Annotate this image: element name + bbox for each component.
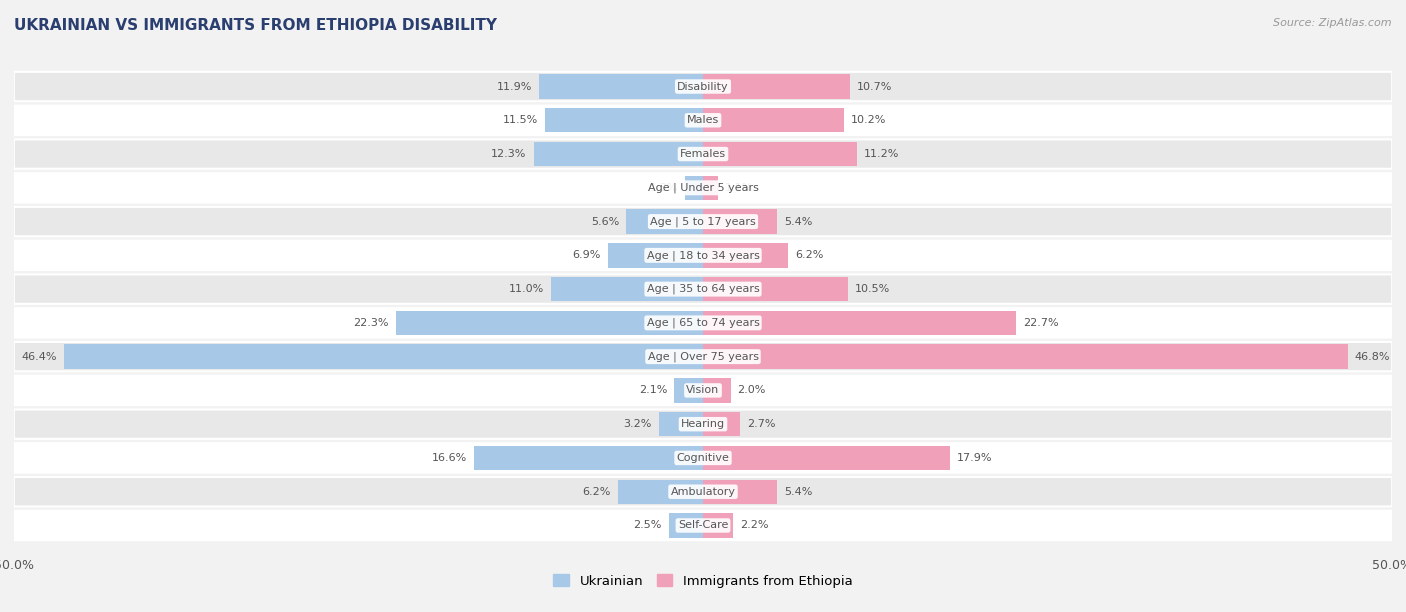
FancyBboxPatch shape — [14, 376, 1392, 405]
Bar — [703, 378, 731, 403]
Text: 2.5%: 2.5% — [633, 520, 662, 531]
Text: 5.4%: 5.4% — [785, 217, 813, 226]
Text: 2.1%: 2.1% — [638, 386, 668, 395]
Text: 10.2%: 10.2% — [851, 115, 886, 125]
Text: 1.1%: 1.1% — [725, 183, 754, 193]
Text: 22.7%: 22.7% — [1022, 318, 1059, 328]
Text: 5.6%: 5.6% — [591, 217, 619, 226]
Text: 46.4%: 46.4% — [21, 352, 56, 362]
Bar — [551, 277, 703, 301]
Bar — [395, 311, 703, 335]
Text: 16.6%: 16.6% — [432, 453, 467, 463]
Text: Age | Under 5 years: Age | Under 5 years — [648, 182, 758, 193]
Text: 3.2%: 3.2% — [624, 419, 652, 429]
Text: 12.3%: 12.3% — [491, 149, 527, 159]
FancyBboxPatch shape — [14, 409, 1392, 439]
Bar — [533, 142, 703, 166]
Text: Males: Males — [688, 115, 718, 125]
Text: 2.7%: 2.7% — [747, 419, 776, 429]
FancyBboxPatch shape — [14, 173, 1392, 203]
FancyBboxPatch shape — [14, 207, 1392, 236]
Bar — [63, 345, 703, 369]
Bar — [626, 209, 703, 234]
FancyBboxPatch shape — [14, 443, 1392, 472]
Text: 11.2%: 11.2% — [865, 149, 900, 159]
Text: Age | 18 to 34 years: Age | 18 to 34 years — [647, 250, 759, 261]
Text: 6.2%: 6.2% — [582, 487, 610, 497]
Text: 6.2%: 6.2% — [796, 250, 824, 260]
Text: Self-Care: Self-Care — [678, 520, 728, 531]
Text: Age | 5 to 17 years: Age | 5 to 17 years — [650, 216, 756, 227]
Text: Disability: Disability — [678, 81, 728, 92]
Bar — [617, 480, 703, 504]
Text: UKRAINIAN VS IMMIGRANTS FROM ETHIOPIA DISABILITY: UKRAINIAN VS IMMIGRANTS FROM ETHIOPIA DI… — [14, 18, 498, 34]
Bar — [544, 108, 703, 132]
Bar — [703, 345, 1348, 369]
Text: Cognitive: Cognitive — [676, 453, 730, 463]
Bar — [703, 277, 848, 301]
Bar — [703, 108, 844, 132]
Text: Ambulatory: Ambulatory — [671, 487, 735, 497]
Bar — [607, 243, 703, 267]
FancyBboxPatch shape — [14, 241, 1392, 270]
Text: 11.0%: 11.0% — [509, 284, 544, 294]
Bar — [703, 75, 851, 99]
Bar — [703, 480, 778, 504]
Bar — [703, 311, 1015, 335]
Text: 6.9%: 6.9% — [572, 250, 600, 260]
Text: Females: Females — [681, 149, 725, 159]
FancyBboxPatch shape — [14, 106, 1392, 135]
Text: Hearing: Hearing — [681, 419, 725, 429]
Text: Source: ZipAtlas.com: Source: ZipAtlas.com — [1274, 18, 1392, 28]
Bar — [703, 243, 789, 267]
Legend: Ukrainian, Immigrants from Ethiopia: Ukrainian, Immigrants from Ethiopia — [548, 569, 858, 593]
Text: 11.5%: 11.5% — [502, 115, 537, 125]
Text: 2.2%: 2.2% — [740, 520, 769, 531]
Text: 10.7%: 10.7% — [858, 81, 893, 92]
Bar — [474, 446, 703, 470]
Bar — [669, 513, 703, 537]
Text: 1.3%: 1.3% — [650, 183, 678, 193]
Bar — [685, 176, 703, 200]
Bar — [703, 142, 858, 166]
FancyBboxPatch shape — [14, 477, 1392, 506]
FancyBboxPatch shape — [14, 511, 1392, 540]
Text: 46.8%: 46.8% — [1355, 352, 1391, 362]
Bar — [659, 412, 703, 436]
Text: Vision: Vision — [686, 386, 720, 395]
Bar — [703, 209, 778, 234]
Bar — [673, 378, 703, 403]
Bar — [703, 176, 718, 200]
FancyBboxPatch shape — [14, 274, 1392, 304]
Text: 17.9%: 17.9% — [956, 453, 993, 463]
FancyBboxPatch shape — [14, 72, 1392, 101]
Text: 10.5%: 10.5% — [855, 284, 890, 294]
Text: Age | 35 to 64 years: Age | 35 to 64 years — [647, 284, 759, 294]
Text: Age | 65 to 74 years: Age | 65 to 74 years — [647, 318, 759, 328]
Bar — [703, 446, 949, 470]
Text: Age | Over 75 years: Age | Over 75 years — [648, 351, 758, 362]
Bar — [538, 75, 703, 99]
Text: 2.0%: 2.0% — [738, 386, 766, 395]
Bar — [703, 412, 740, 436]
Text: 22.3%: 22.3% — [353, 318, 389, 328]
FancyBboxPatch shape — [14, 140, 1392, 169]
FancyBboxPatch shape — [14, 308, 1392, 338]
Text: 11.9%: 11.9% — [496, 81, 531, 92]
FancyBboxPatch shape — [14, 342, 1392, 371]
Bar — [703, 513, 734, 537]
Text: 5.4%: 5.4% — [785, 487, 813, 497]
